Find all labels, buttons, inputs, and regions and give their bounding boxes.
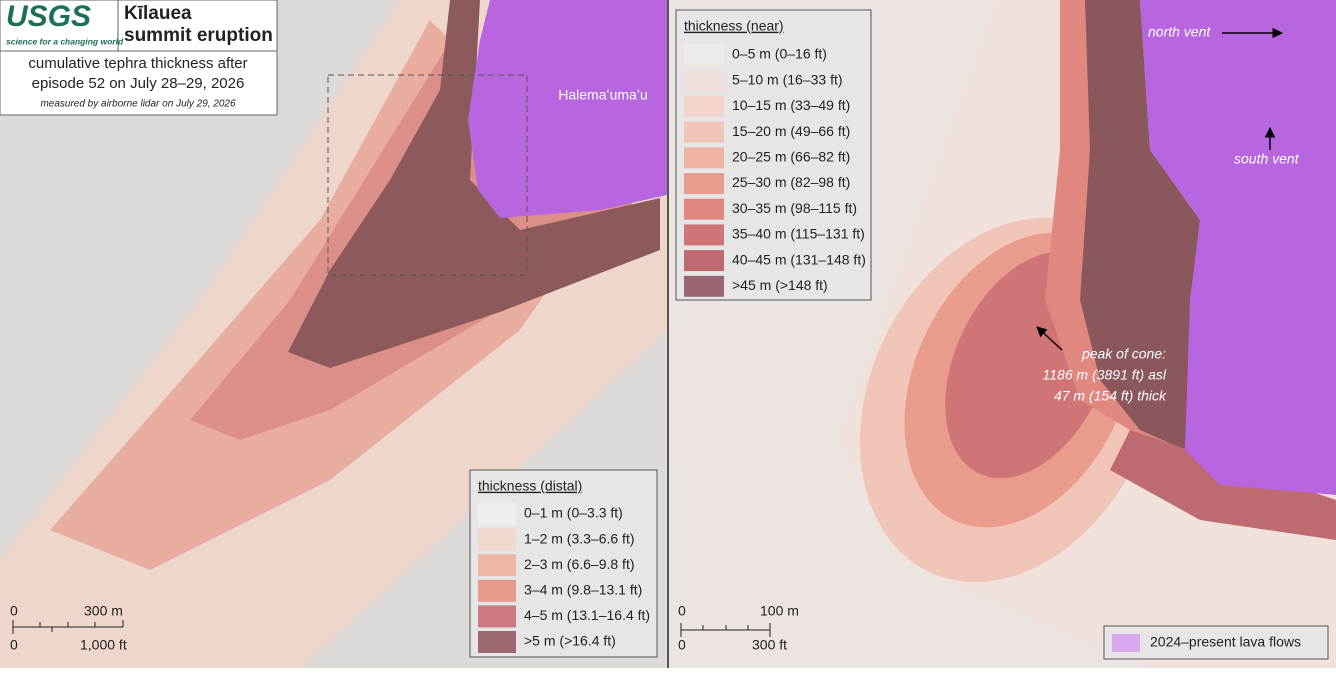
legend-swatch <box>478 503 516 525</box>
legend-label: 0–5 m (0–16 ft) <box>732 46 827 62</box>
legend-swatch <box>478 554 516 577</box>
legend-title: thickness (distal) <box>478 478 582 494</box>
legend-swatch <box>478 528 516 551</box>
scale-bar <box>680 623 771 637</box>
peak-label: peak of cone: <box>1081 346 1166 362</box>
legend-label: 30–35 m (98–115 ft) <box>732 200 857 216</box>
legend-title: thickness (near) <box>684 18 784 34</box>
peak-label: 47 m (154 ft) thick <box>1054 388 1167 404</box>
legend-label: 20–25 m (66–82 ft) <box>732 149 850 165</box>
legend-items: 0–5 m (0–16 ft) 5–10 m (16–33 ft) 10–15 m … <box>684 44 866 297</box>
right-map: thickness (near) 0–5 m (0–16 ft) 5–10 m (… <box>669 0 1336 668</box>
vent-label: north vent <box>1148 24 1211 40</box>
scale-label: 0 <box>10 637 18 653</box>
scale-label: 300 m <box>84 603 123 619</box>
scale-label: 0 <box>678 603 686 619</box>
legend-swatch <box>684 44 724 66</box>
legend-swatch <box>478 631 516 653</box>
title-line: summit eruption <box>124 25 273 46</box>
scale-label: 0 <box>678 637 686 653</box>
legend-label: >45 m (>148 ft) <box>732 277 828 293</box>
legend-label: 5–10 m (16–33 ft) <box>732 71 843 87</box>
legend-swatch <box>684 198 724 220</box>
legend-swatch <box>684 95 724 117</box>
legend-swatch <box>684 250 724 272</box>
scale-label: 1,000 ft <box>80 637 127 653</box>
logo-tagline: science for a changing world <box>6 36 124 46</box>
subtitle-line: cumulative tephra thickness after <box>28 55 247 72</box>
legend-swatch <box>1112 634 1140 652</box>
legend-label: 10–15 m (33–49 ft) <box>732 97 850 113</box>
legend-label: 25–30 m (82–98 ft) <box>732 174 850 190</box>
title-line: Kīlauea <box>124 3 192 24</box>
scale-label: 300 ft <box>752 637 787 653</box>
legend-items: 0–1 m (0–3.3 ft) 1–2 m (3.3–6.6 ft) 2–3 m … <box>478 503 650 653</box>
subtitle-line: episode 52 on July 28–29, 2026 <box>32 75 245 92</box>
scale-label: 0 <box>10 603 18 619</box>
legend-swatch <box>684 147 724 169</box>
scale-label: 100 m <box>760 603 799 619</box>
legend-label: 2–3 m (6.6–9.8 ft) <box>524 556 635 572</box>
legend-swatch <box>684 121 724 143</box>
note: measured by airborne lidar on July 29, 2… <box>40 99 236 110</box>
place-label: Halemaʻumaʻu <box>558 87 647 103</box>
legend-swatch <box>478 605 516 628</box>
legend-label: 3–4 m (9.8–13.1 ft) <box>524 582 642 598</box>
legend-label: 15–20 m (49–66 ft) <box>732 123 850 139</box>
legend-label: 40–45 m (131–148 ft) <box>732 251 866 267</box>
legend-swatch <box>684 275 724 297</box>
legend-swatch <box>684 173 724 194</box>
legend-label: 35–40 m (115–131 ft) <box>732 226 865 242</box>
legend-label: 1–2 m (3.3–6.6 ft) <box>524 530 635 546</box>
legend-label: 2024–present lava flows <box>1150 634 1301 650</box>
legend-label: >5 m (>16.4 ft) <box>524 633 616 649</box>
legend-label: 0–1 m (0–3.3 ft) <box>524 505 623 521</box>
peak-label: 1186 m (3891 ft) asl <box>1043 367 1167 383</box>
vent-label: south vent <box>1234 151 1300 167</box>
legend-label: 4–5 m (13.1–16.4 ft) <box>524 607 650 623</box>
left-map: Halemaʻumaʻu USGS science for a changing… <box>0 0 668 668</box>
legend-swatch <box>478 579 516 602</box>
logo: USGS <box>6 0 91 33</box>
scale-bar <box>12 620 124 634</box>
legend-swatch <box>684 224 724 246</box>
legend-swatch <box>684 70 724 92</box>
